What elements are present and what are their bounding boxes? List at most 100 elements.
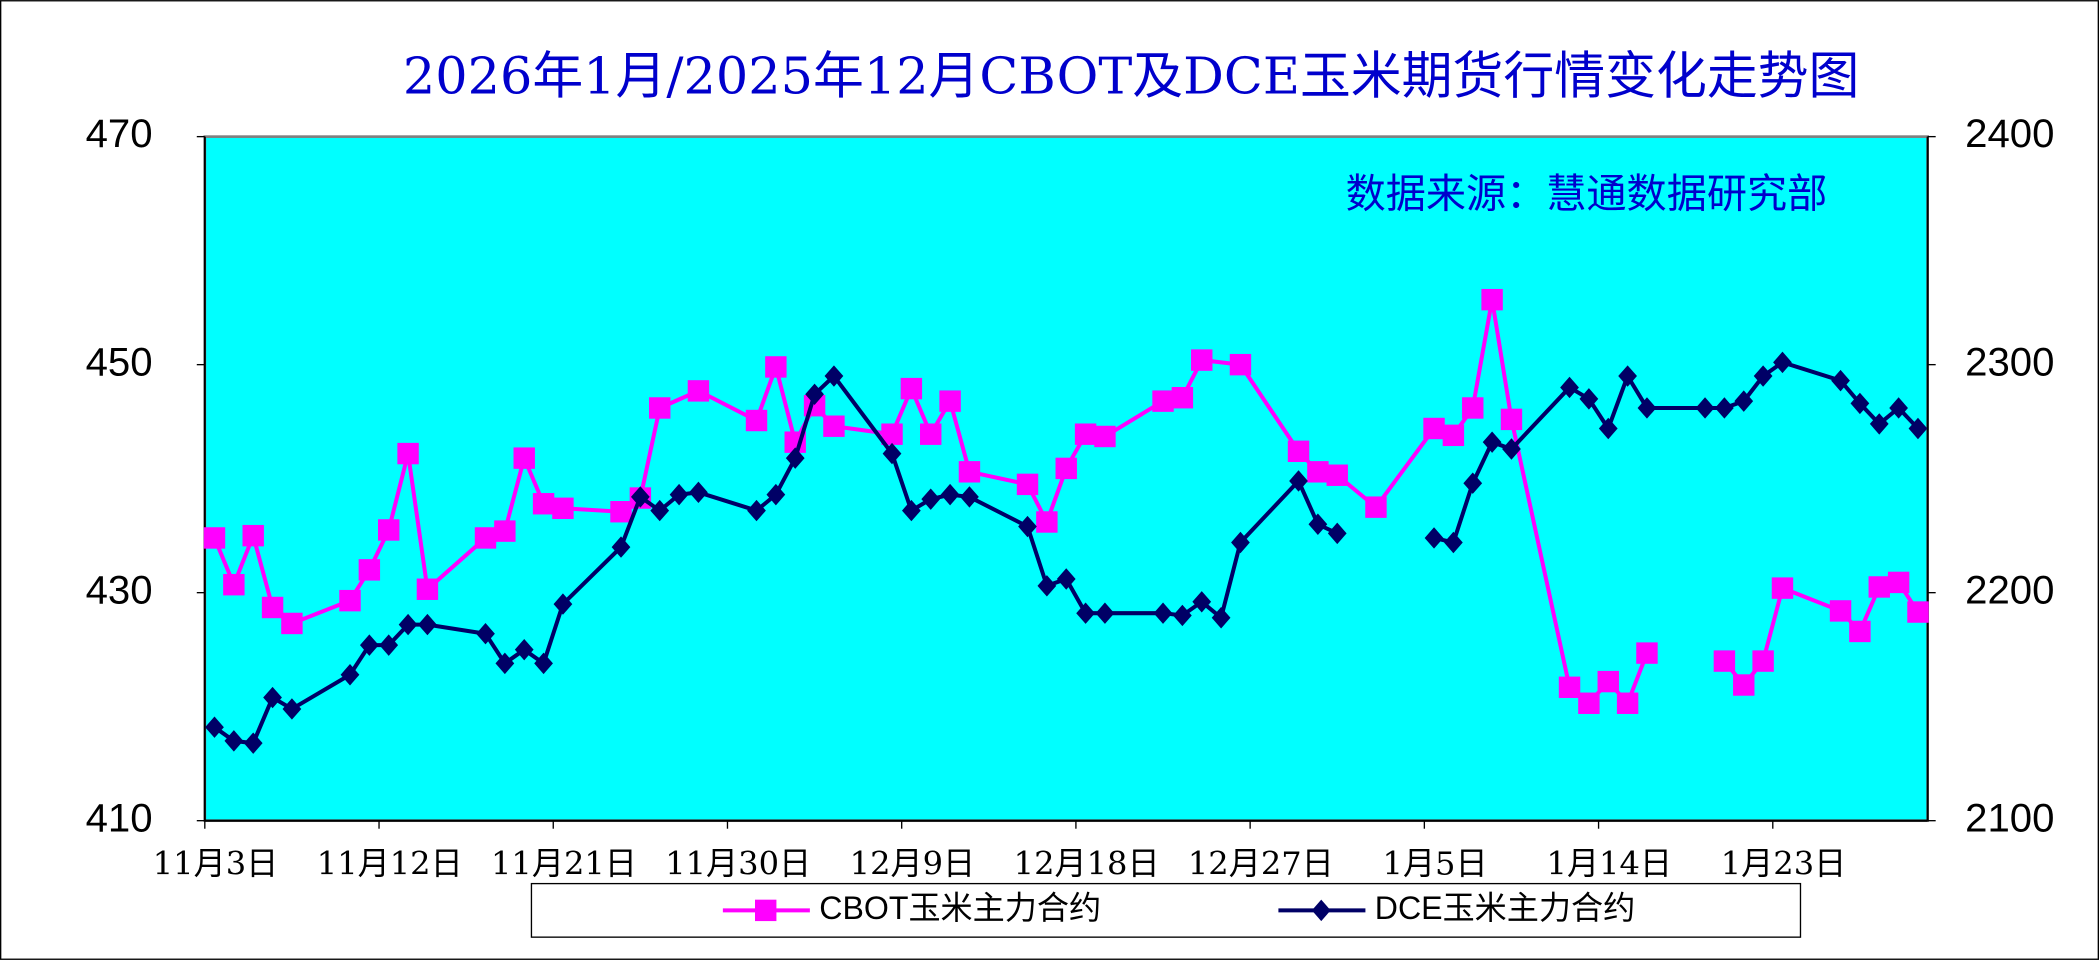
marker: [397, 442, 419, 465]
legend-label: DCE玉米主力合约: [1375, 890, 1635, 926]
marker: [1076, 602, 1095, 624]
marker: [418, 613, 437, 636]
y2-tick-label: 2100: [1965, 795, 2054, 840]
marker: [1887, 571, 1910, 594]
y-tick-label: 450: [86, 339, 153, 384]
marker: [1424, 527, 1444, 549]
marker: [1463, 472, 1483, 494]
x-tick-label: 1月14日: [1547, 845, 1673, 883]
marker: [882, 442, 902, 465]
marker: [1018, 515, 1037, 538]
marker: [689, 481, 708, 504]
marker: [805, 383, 824, 406]
marker: [282, 698, 302, 720]
marker: [1868, 576, 1890, 598]
x-tick-label: 1月5日: [1383, 845, 1488, 883]
marker: [358, 559, 381, 581]
marker: [261, 596, 284, 619]
marker: [223, 573, 245, 596]
marker: [398, 613, 418, 636]
chart-title: 2026年1月/2025年12月CBOT及DCE玉米期货行情变化走势图: [403, 46, 1860, 105]
marker: [378, 519, 400, 541]
marker: [532, 493, 555, 515]
marker: [823, 415, 845, 437]
marker: [416, 578, 439, 600]
x-tick-label: 12月9日: [850, 845, 976, 883]
marker: [476, 623, 495, 645]
marker: [1598, 417, 1618, 440]
marker: [1055, 457, 1077, 480]
marker: [1558, 676, 1581, 699]
marker: [203, 527, 226, 549]
marker: [960, 486, 979, 508]
marker: [1753, 365, 1773, 387]
marker: [1889, 397, 1908, 419]
marker: [1444, 531, 1463, 554]
marker: [610, 501, 632, 523]
marker: [1307, 461, 1329, 483]
legend-label: CBOT玉米主力合约: [819, 890, 1101, 926]
marker: [1502, 438, 1521, 460]
marker: [765, 356, 787, 378]
marker: [1616, 692, 1639, 714]
marker: [1829, 600, 1852, 622]
x-tick-label: 12月18日: [1014, 845, 1160, 883]
marker: [1734, 390, 1754, 412]
marker: [552, 497, 574, 520]
marker: [339, 589, 361, 612]
marker: [205, 716, 224, 738]
marker: [900, 377, 923, 400]
marker: [1036, 511, 1058, 533]
marker: [513, 447, 535, 469]
marker: [263, 686, 282, 709]
marker: [1713, 650, 1736, 672]
marker: [1153, 602, 1173, 624]
marker: [649, 397, 671, 419]
marker: [340, 664, 360, 686]
marker: [1773, 351, 1792, 374]
marker: [474, 527, 497, 549]
annotation: 数据来源：慧通数据研究部: [1346, 171, 1828, 217]
marker: [1327, 522, 1347, 545]
marker: [824, 365, 844, 387]
x-tick-label: 1月23日: [1721, 845, 1847, 883]
marker: [766, 483, 786, 506]
marker: [1037, 575, 1057, 597]
marker: [1637, 397, 1657, 419]
marker: [1095, 602, 1115, 624]
marker: [243, 732, 263, 754]
marker: [1423, 417, 1445, 440]
marker: [650, 499, 670, 522]
marker: [224, 730, 244, 752]
x-tick-label: 12月27日: [1188, 845, 1334, 883]
marker: [1500, 408, 1523, 431]
marker: [1715, 397, 1734, 419]
marker: [1152, 390, 1174, 412]
marker: [1365, 496, 1387, 518]
marker: [754, 899, 777, 922]
marker: [669, 483, 689, 506]
marker: [1287, 440, 1310, 463]
marker: [1229, 353, 1252, 376]
x-tick-label: 11月30日: [665, 845, 811, 883]
x-tick-label: 11月12日: [317, 845, 463, 883]
marker: [1074, 423, 1097, 445]
x-tick-label: 11月3日: [153, 845, 279, 883]
marker: [785, 447, 805, 469]
marker: [1849, 620, 1871, 643]
marker: [745, 409, 768, 432]
marker: [1462, 397, 1484, 419]
marker: [1192, 591, 1212, 613]
marker: [747, 499, 766, 522]
marker: [1231, 531, 1250, 554]
series: [203, 288, 1929, 714]
marker: [1618, 365, 1637, 387]
marker: [1771, 577, 1794, 599]
marker: [1289, 470, 1308, 492]
marker: [1752, 650, 1774, 672]
marker: [1560, 376, 1579, 399]
marker: [1211, 607, 1231, 629]
x-tick-label: 11月21日: [491, 845, 637, 883]
